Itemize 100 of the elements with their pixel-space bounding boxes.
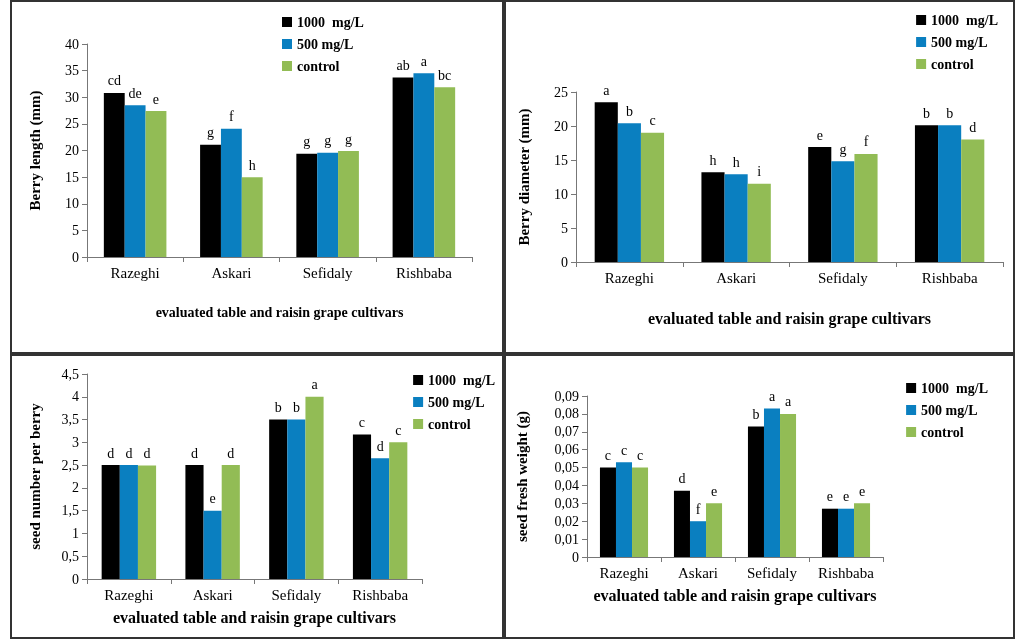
data-label: g bbox=[303, 134, 311, 150]
y-tick-label: 15 bbox=[65, 169, 79, 185]
legend-label: 500 mg/L bbox=[428, 394, 485, 410]
data-label: bc bbox=[438, 67, 452, 83]
y-tick-label: 25 bbox=[554, 84, 568, 100]
data-label: c bbox=[620, 442, 628, 458]
y-tick-label: 0 bbox=[72, 571, 79, 587]
bar bbox=[701, 172, 725, 262]
x-tick-label: Sefidaly bbox=[302, 264, 354, 281]
y-tick-label: 0,05 bbox=[554, 460, 579, 476]
data-label: e bbox=[710, 483, 718, 499]
bar bbox=[706, 503, 723, 557]
y-tick-label: 0,07 bbox=[554, 424, 579, 440]
x-tick-label: Razeghi bbox=[604, 269, 654, 286]
y-tick-label: 3 bbox=[72, 434, 79, 450]
bar bbox=[673, 490, 690, 557]
data-label: g bbox=[839, 141, 847, 157]
data-label: h bbox=[248, 157, 256, 173]
bar bbox=[352, 434, 372, 579]
legend-label: 1000 mg/L bbox=[297, 14, 364, 30]
y-tick-label: 4,5 bbox=[61, 366, 79, 382]
x-axis-title: evaluated table and raisin grape cultivars bbox=[155, 304, 404, 320]
bar bbox=[747, 183, 771, 262]
y-tick-label: 20 bbox=[65, 143, 79, 158]
y-tick-label: 25 bbox=[65, 116, 79, 132]
legend-label: 1000 mg/L bbox=[931, 12, 998, 28]
y-tick-label: 0 bbox=[72, 249, 79, 265]
bar bbox=[269, 419, 288, 579]
y-tick-label: 30 bbox=[65, 89, 79, 105]
data-label: b bbox=[752, 406, 760, 422]
bar bbox=[137, 465, 157, 579]
data-label: e bbox=[816, 127, 823, 143]
y-tick-label: 5 bbox=[72, 222, 79, 238]
data-label: d bbox=[107, 445, 115, 461]
legend-label: control bbox=[297, 58, 340, 74]
legend-label: 500 mg/L bbox=[297, 36, 354, 52]
y-axis-title: Berry length (mm) bbox=[26, 90, 44, 211]
x-tick-label: Askari bbox=[192, 586, 233, 603]
y-tick-label: 0,09 bbox=[554, 388, 579, 404]
bar bbox=[119, 465, 138, 579]
bar bbox=[317, 152, 339, 257]
bar bbox=[221, 465, 240, 579]
data-label: g bbox=[324, 133, 332, 149]
bar bbox=[338, 151, 359, 257]
data-label: c bbox=[636, 448, 644, 464]
bar bbox=[371, 458, 390, 579]
bar bbox=[938, 125, 962, 262]
data-label: a bbox=[603, 82, 611, 98]
y-tick-label: 4 bbox=[72, 389, 79, 405]
x-tick-label: Razeghi bbox=[599, 564, 649, 581]
data-label: f bbox=[229, 109, 235, 125]
data-label: h bbox=[709, 152, 717, 168]
y-axis-title: seed fresh weight (g) bbox=[513, 411, 531, 542]
y-tick-label: 0 bbox=[561, 254, 568, 270]
data-label: c bbox=[604, 448, 612, 464]
bar bbox=[640, 132, 665, 262]
data-label: a bbox=[420, 53, 428, 69]
y-tick-label: 10 bbox=[65, 196, 79, 212]
bar bbox=[220, 128, 242, 257]
y-tick-label: 10 bbox=[554, 186, 568, 202]
data-label: c bbox=[358, 415, 366, 431]
bar bbox=[145, 111, 167, 257]
bar bbox=[914, 125, 939, 262]
bar bbox=[961, 139, 985, 262]
x-tick-label: Sefidaly bbox=[271, 586, 322, 603]
bar bbox=[763, 408, 781, 557]
x-tick-label: Razeghi bbox=[110, 264, 160, 281]
data-label: e bbox=[858, 483, 866, 499]
bar bbox=[831, 161, 855, 262]
data-label: a bbox=[311, 377, 319, 393]
bar bbox=[389, 442, 408, 579]
bar bbox=[594, 102, 618, 262]
x-axis-title: evaluated table and raisin grape cultivars bbox=[593, 586, 877, 605]
legend-label: control bbox=[931, 56, 974, 72]
bar bbox=[101, 465, 120, 579]
data-label: d bbox=[969, 120, 977, 136]
bar bbox=[200, 144, 221, 257]
bar bbox=[837, 508, 855, 557]
y-tick-label: 15 bbox=[554, 152, 568, 168]
bar bbox=[632, 467, 649, 557]
y-tick-label: 0,06 bbox=[554, 442, 579, 458]
bar bbox=[305, 396, 324, 579]
y-tick-label: 5 bbox=[561, 220, 568, 236]
data-label: e bbox=[826, 489, 834, 505]
x-tick-label: Rishbaba bbox=[921, 269, 978, 286]
bar bbox=[124, 105, 146, 257]
data-label: e bbox=[152, 91, 160, 107]
y-tick-label: 40 bbox=[65, 36, 79, 52]
y-tick-label: 0,01 bbox=[554, 531, 579, 547]
legend-label: 500 mg/L bbox=[931, 34, 988, 50]
bar bbox=[203, 510, 222, 579]
y-tick-label: 0,08 bbox=[554, 406, 579, 422]
x-axis-title: evaluated table and raisin grape cultivars bbox=[647, 309, 932, 328]
x-tick-label: Rishbaba bbox=[818, 564, 875, 581]
legend-label: control bbox=[921, 424, 964, 440]
data-label: c bbox=[649, 113, 656, 129]
bar bbox=[617, 123, 641, 262]
data-label: e bbox=[209, 491, 216, 507]
y-tick-label: 0,04 bbox=[554, 477, 579, 493]
data-label: b bbox=[274, 400, 282, 416]
